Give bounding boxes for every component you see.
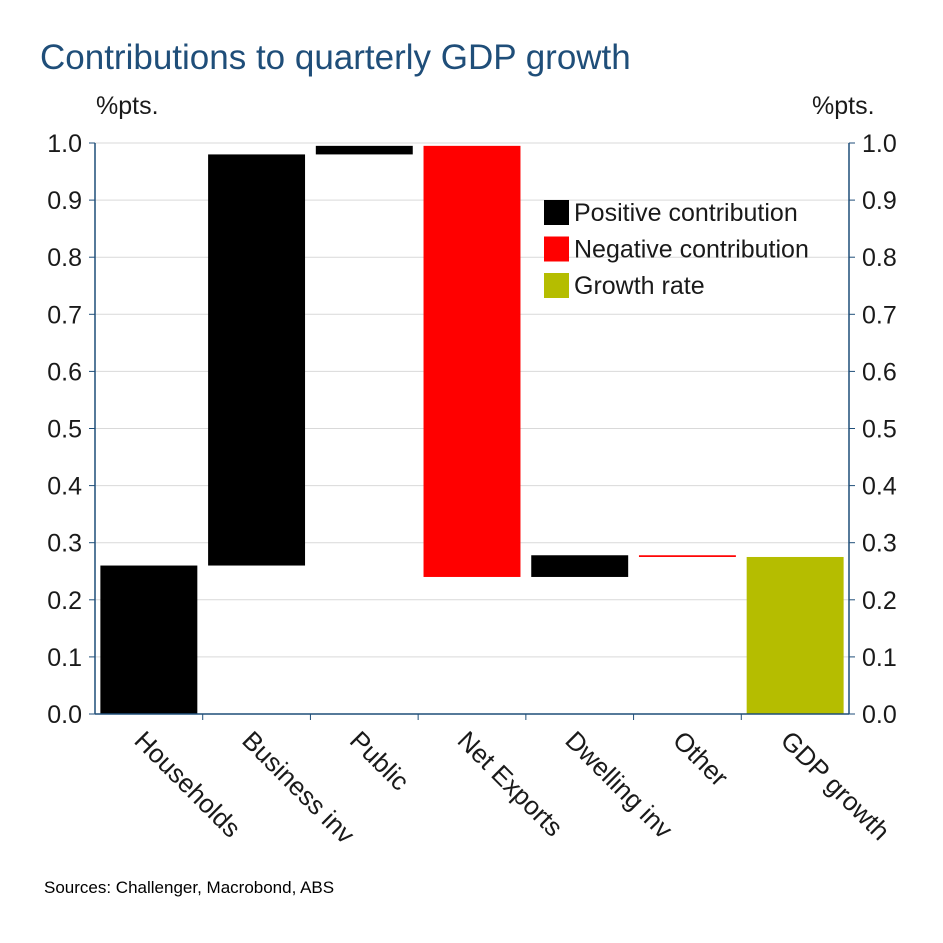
x-category-label: Net Exports xyxy=(452,725,569,842)
y-tick-left: 0.3 xyxy=(47,530,82,558)
y-tick-left: 0.2 xyxy=(47,587,82,615)
x-category-label: Other xyxy=(667,725,734,792)
y-tick-left: 0.8 xyxy=(47,244,82,272)
tick-labels: 0.0 0.0 0.1 0.1 0.2 0.2 0.3 0.3 0.4 0.4 0.5 0.5 0.6 0… xyxy=(47,130,897,729)
y-tick-left: 0.5 xyxy=(47,416,82,444)
y-tick-right: 0.4 xyxy=(862,473,897,501)
bar-other xyxy=(638,555,736,557)
y-tick-right: 0.9 xyxy=(862,187,897,215)
bar-gdp-growth xyxy=(746,556,844,714)
legend: Positive contribution Negative contributi… xyxy=(544,199,809,300)
left-axis-unit: %pts. xyxy=(96,92,159,120)
source-note: Sources: Challenger, Macrobond, ABS xyxy=(44,878,335,897)
legend-swatch xyxy=(544,200,569,225)
y-tick-left: 0.9 xyxy=(47,187,82,215)
x-category-label: GDP growth xyxy=(775,725,896,846)
y-tick-left: 0.1 xyxy=(47,644,82,672)
y-tick-left: 1.0 xyxy=(47,130,82,158)
chart-title: Contributions to quarterly GDP growth xyxy=(40,38,631,77)
y-tick-right: 0.7 xyxy=(862,301,897,329)
axes xyxy=(89,142,855,720)
legend-swatch xyxy=(544,236,569,262)
y-tick-right: 0.5 xyxy=(862,416,897,444)
y-tick-right: 0.8 xyxy=(862,244,897,272)
x-category-label: Dwelling inv xyxy=(559,725,678,844)
bar-households xyxy=(100,565,198,714)
legend-swatch xyxy=(544,273,569,298)
y-tick-left: 0.6 xyxy=(47,358,82,386)
x-category-label: Households xyxy=(129,725,247,843)
y-tick-left: 0.4 xyxy=(47,473,82,501)
y-tick-right: 0.6 xyxy=(862,358,897,386)
y-tick-right: 0.0 xyxy=(862,701,897,729)
y-tick-right: 0.3 xyxy=(862,530,897,558)
y-tick-left: 0.7 xyxy=(47,301,82,329)
legend-label: Growth rate xyxy=(574,272,705,300)
legend-label: Positive contribution xyxy=(574,199,798,227)
bar-business-inv xyxy=(208,154,306,566)
legend-label: Negative contribution xyxy=(574,236,809,264)
bar-dwelling-inv xyxy=(531,555,629,577)
bar-net-exports xyxy=(423,145,521,577)
right-axis-unit: %pts. xyxy=(812,92,875,120)
x-category-label: Public xyxy=(344,725,415,796)
y-tick-right: 1.0 xyxy=(862,130,897,158)
y-tick-right: 0.2 xyxy=(862,587,897,615)
x-category-label: Business inv xyxy=(236,725,360,849)
y-tick-right: 0.1 xyxy=(862,644,897,672)
y-tick-left: 0.0 xyxy=(47,701,82,729)
bars xyxy=(100,145,844,714)
bar-public xyxy=(315,145,413,155)
